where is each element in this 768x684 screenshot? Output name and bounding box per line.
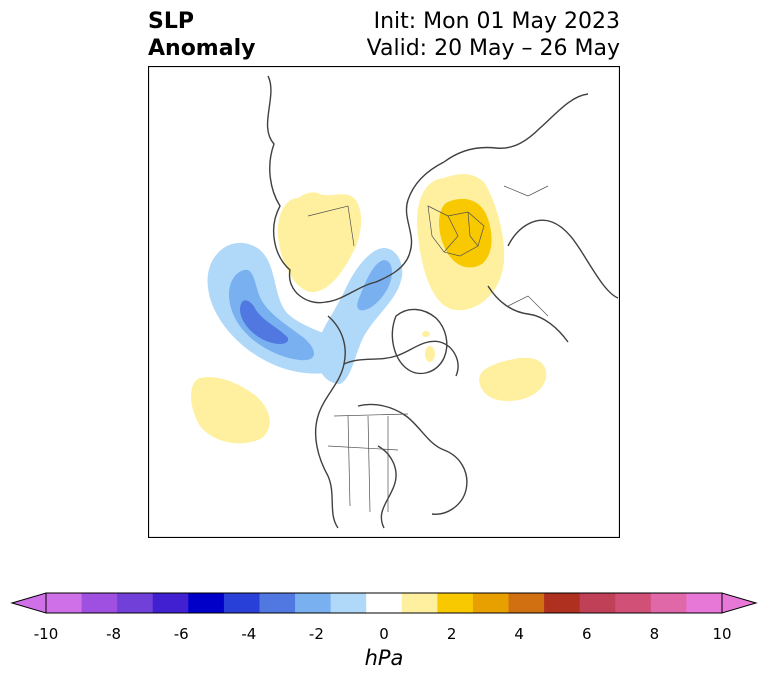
colorbar-segment bbox=[46, 593, 83, 613]
colorbar-segment bbox=[544, 593, 581, 613]
hudson-bay-low-anomaly bbox=[316, 248, 403, 384]
colorbar-segment bbox=[117, 593, 154, 613]
colorbar-segment bbox=[295, 593, 332, 613]
colorbar-segment bbox=[686, 593, 723, 613]
colorbar-segment bbox=[579, 593, 616, 613]
colorbar-segment bbox=[330, 593, 367, 613]
colorbar-segments bbox=[46, 593, 723, 613]
colorbar bbox=[10, 592, 758, 614]
canada-high-anomaly bbox=[277, 192, 362, 293]
colorbar-segment bbox=[508, 593, 545, 613]
colorbar-segment bbox=[188, 593, 225, 613]
colorbar-tick-label: 8 bbox=[649, 625, 660, 643]
coastlines bbox=[266, 75, 619, 529]
borders bbox=[307, 185, 549, 513]
north-pacific-high-anomaly bbox=[191, 376, 270, 444]
pacific-low-anomaly bbox=[207, 242, 354, 374]
colorbar-min-extension bbox=[10, 592, 47, 614]
colorbar-tick-label: -6 bbox=[173, 625, 189, 643]
europe-high-anomaly bbox=[417, 174, 505, 311]
slp-anomaly-map bbox=[148, 66, 620, 538]
small-positive-anomaly bbox=[422, 331, 430, 337]
valid-range: Valid: 20 May – 26 May bbox=[366, 36, 620, 61]
north-atlantic-high-anomaly bbox=[479, 357, 547, 402]
map-title: SLP Anomaly bbox=[148, 8, 255, 62]
colorbar-tick-label: -4 bbox=[241, 625, 257, 643]
colorbar-tick-label: 0 bbox=[379, 625, 389, 643]
colorbar-tick-label: -10 bbox=[33, 625, 59, 643]
colorbar-segment bbox=[366, 593, 403, 613]
colorbar-tick-label: 10 bbox=[712, 625, 732, 643]
colorbar-segment bbox=[81, 593, 118, 613]
colorbar-tick-label: -8 bbox=[106, 625, 122, 643]
title-line-1: SLP bbox=[148, 9, 194, 34]
colorbar-tick-label: 6 bbox=[582, 625, 592, 643]
colorbar-segment bbox=[401, 593, 438, 613]
colorbar-segment bbox=[472, 593, 510, 613]
colorbar-tick-label: 4 bbox=[514, 625, 524, 643]
small-positive-anomaly bbox=[425, 346, 435, 362]
colorbar-segment bbox=[152, 593, 189, 613]
colorbar-outline bbox=[45, 592, 723, 614]
colorbar-segment bbox=[650, 593, 687, 613]
map-frame bbox=[148, 66, 620, 538]
colorbar-tick-label: 2 bbox=[446, 625, 457, 643]
colorbar-segment bbox=[437, 593, 474, 613]
colorbar-tick-label: -2 bbox=[308, 625, 324, 643]
colorbar-segment bbox=[223, 593, 260, 613]
colorbar-max-extension bbox=[721, 592, 758, 614]
colorbar-unit: hPa bbox=[364, 646, 404, 670]
title-line-2: Anomaly bbox=[148, 36, 256, 61]
init-date: Init: Mon 01 May 2023 bbox=[373, 9, 620, 34]
valid-period: Init: Mon 01 May 2023 Valid: 20 May – 26… bbox=[367, 8, 620, 62]
colorbar-segment bbox=[259, 593, 296, 613]
colorbar-segment bbox=[615, 593, 652, 613]
